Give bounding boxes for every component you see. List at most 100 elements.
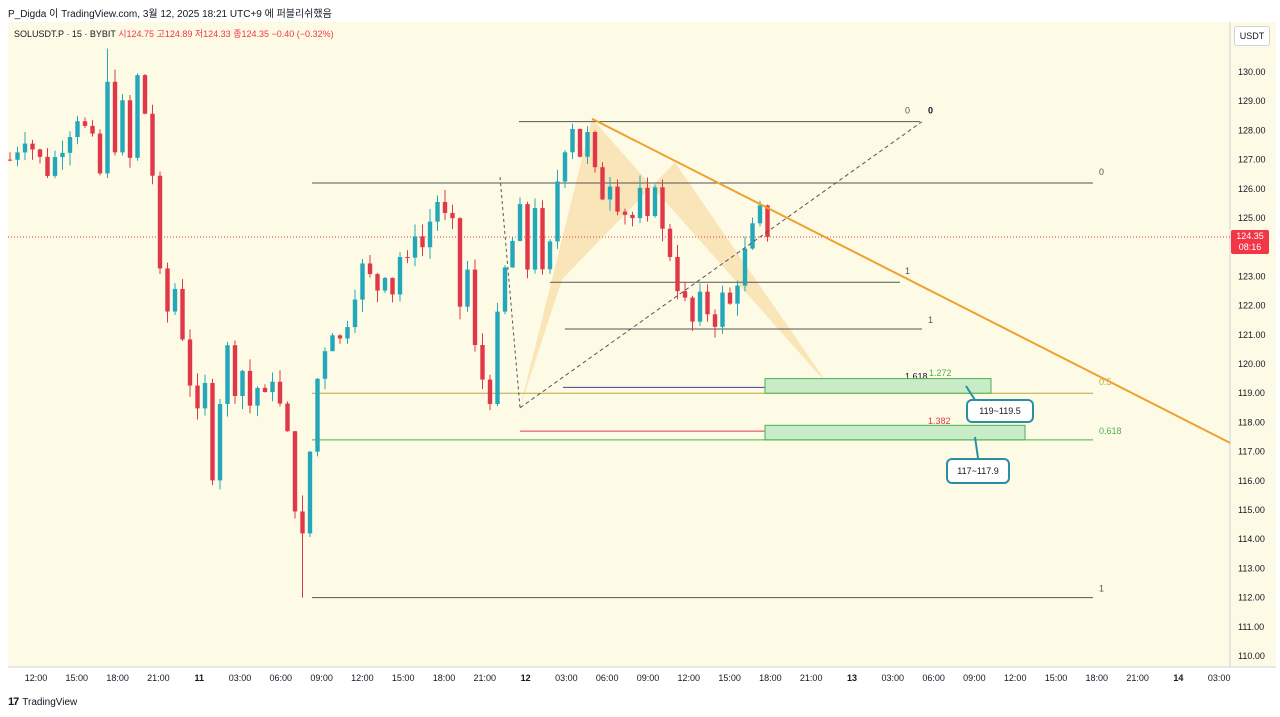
candle-body (450, 212, 455, 219)
fibonacci-drawings: 0 0 0 1 1 1.618 0.5 1.272 1.382 0.618 1 (8, 106, 1230, 599)
candle-body (600, 167, 605, 200)
price-tick-label: 114.00 (1238, 534, 1265, 544)
current-price-tag: 124.35 08:16 (1231, 230, 1269, 254)
time-tick-label: 03:00 (1208, 673, 1231, 683)
candle-body (510, 240, 515, 268)
candle-body (30, 143, 35, 150)
fib-label-top-0-bold: 0 (928, 106, 933, 116)
currency-button[interactable]: USDT (1234, 26, 1270, 46)
candle-body (577, 128, 583, 157)
candle-body (735, 285, 740, 304)
candle-body (585, 132, 590, 157)
time-tick-label: 09:00 (637, 673, 660, 683)
candle-body (232, 345, 238, 396)
candle-body (712, 314, 718, 327)
fib-label-one-low: 1 (1099, 584, 1104, 594)
time-tick-label: 21:00 (147, 673, 170, 683)
candle-body (742, 248, 748, 286)
candle-body (255, 387, 260, 406)
zone-upper-rect (764, 378, 992, 394)
time-tick-label: 13 (847, 673, 857, 683)
time-tick-label: 14 (1173, 673, 1183, 683)
candle-body (750, 223, 755, 249)
time-tick-label: 12:00 (1004, 673, 1027, 683)
harmonic-pattern (520, 118, 830, 408)
price-tick-label: 128.00 (1238, 125, 1266, 135)
candle-body (427, 221, 433, 248)
time-tick-label: 18:00 (759, 673, 782, 683)
candle-body (412, 236, 418, 258)
candle-body (442, 201, 448, 213)
candle-body (382, 277, 388, 291)
candle-body (502, 267, 508, 312)
price-tick-label: 119.00 (1238, 388, 1265, 398)
candle-body (270, 381, 275, 393)
vertical-fib-dashed (499, 177, 521, 408)
candle-body (262, 387, 268, 393)
callout-zone-upper: 119~119.5 (966, 399, 1034, 423)
candle-body (757, 205, 763, 224)
candle-body (555, 181, 560, 242)
time-tick-label: 12 (521, 673, 531, 683)
candle-body (90, 125, 95, 134)
publish-header: P_Digda 이 TradingView.com, 3월 12, 2025 1… (0, 0, 1280, 22)
bar-countdown: 08:16 (1238, 242, 1262, 252)
candle-body (622, 211, 628, 215)
candle-body (517, 204, 523, 241)
harmonic-triangle-xab (520, 118, 592, 408)
candle-body (60, 152, 65, 158)
candle-body (142, 75, 148, 114)
candle-body (75, 121, 80, 138)
price-tick-label: 121.00 (1238, 330, 1266, 340)
legend-open: 시124.75 (118, 29, 155, 39)
time-tick-label: 15:00 (1045, 673, 1068, 683)
time-tick-label: 21:00 (474, 673, 497, 683)
candle-body (45, 156, 50, 176)
candle-body (157, 175, 163, 269)
time-axis-ticks: 12:00 15:00 18:00 21:00 11 03:00 06:00 09:00 12:… (25, 673, 1231, 683)
candle-body (165, 268, 170, 312)
candle-body (225, 345, 230, 405)
chart-background-zone (8, 22, 1230, 667)
candle-body (22, 143, 28, 153)
candle-body (195, 385, 200, 409)
candle-body (592, 132, 598, 168)
legend-low: 저124.33 (194, 29, 231, 39)
price-tick-label: 112.00 (1238, 593, 1265, 603)
level-1382-label: 1.382 (928, 416, 951, 426)
time-tick-label: 03:00 (555, 673, 578, 683)
fib-label-top-0: 0 (905, 106, 910, 116)
candle-body (532, 208, 538, 270)
candle-body (765, 205, 770, 237)
price-tick-label: 129.00 (1238, 96, 1266, 106)
candle-body (405, 257, 410, 259)
candle-body (562, 152, 568, 182)
tradingview-branding[interactable]: 17 TradingView (8, 696, 77, 708)
time-tick-label: 18:00 (106, 673, 129, 683)
time-tick-label: 06:00 (596, 673, 619, 683)
candle-body (630, 214, 635, 219)
time-tick-label: 21:00 (1126, 673, 1149, 683)
time-tick-label: 15:00 (66, 673, 89, 683)
price-tick-label: 115.00 (1238, 505, 1265, 515)
callout-lower-pointer (974, 436, 979, 459)
candle-body (570, 128, 575, 153)
price-tick-label: 110.00 (1238, 651, 1265, 661)
candle-body (367, 263, 373, 275)
candle-body (615, 186, 620, 212)
candle-body (120, 100, 125, 153)
candle-body (637, 187, 643, 219)
candle-body (307, 451, 313, 534)
candle-body (345, 327, 350, 339)
candle-body (210, 383, 215, 481)
current-price-value: 124.35 (1236, 231, 1264, 241)
time-tick-label: 15:00 (392, 673, 415, 683)
candle-body (112, 81, 118, 153)
tradingview-logo-icon: 17 (8, 696, 19, 708)
candle-body (322, 351, 328, 379)
candle-body (690, 297, 695, 322)
price-tick-label: 113.00 (1238, 563, 1265, 573)
candle-body (435, 201, 440, 222)
symbol-legend[interactable]: SOLUSDT.P · 15 · BYBIT 시124.75 고124.89 저… (14, 27, 334, 40)
